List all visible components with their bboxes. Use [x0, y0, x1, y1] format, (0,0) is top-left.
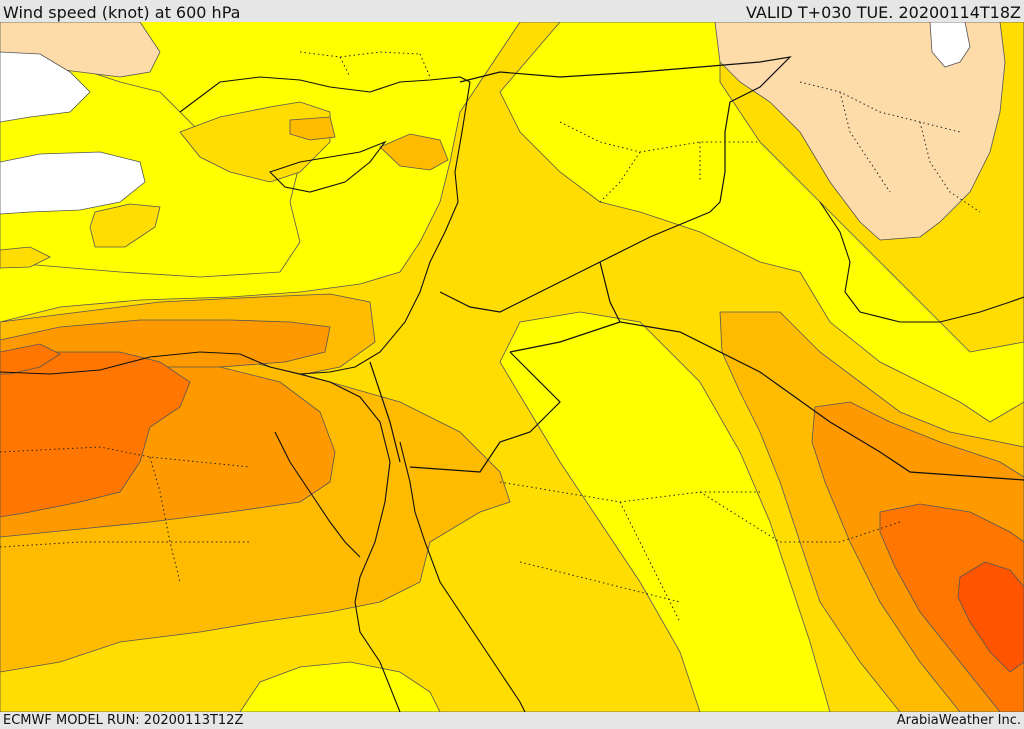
coast-persian-gulf: [819, 201, 1024, 323]
coast-gulf-suez: [274, 431, 361, 558]
border-syria-iraq: [459, 56, 792, 213]
band-peach-north-east: [714, 22, 1006, 241]
map-title: Wind speed (knot) at 600 hPa: [3, 3, 241, 22]
wind-speed-map: [0, 22, 1024, 712]
border-jordan-saudi: [439, 211, 711, 313]
band-yellow-south-tongue: [499, 311, 831, 712]
credit-text: ArabiaWeather Inc.: [896, 713, 1021, 728]
valid-time: VALID T+030 TUE. 20200114T18Z: [745, 3, 1021, 22]
admin-iran: [799, 81, 981, 213]
coast-red-sea-west: [299, 373, 401, 712]
band-dark-orange-arabia: [879, 503, 1024, 712]
band-gold-small-1: [89, 203, 161, 248]
band-amber-cyprus: [379, 133, 449, 171]
border-iraq-saudi: [599, 261, 1024, 481]
admin-iraq: [559, 121, 760, 203]
coast-levant: [299, 81, 471, 375]
border-saudi-jordan-west: [409, 321, 621, 473]
footer-bar: ECMWF MODEL RUN: 20200113T12Z ArabiaWeat…: [0, 712, 1024, 729]
header-bar: Wind speed (knot) at 600 hPa VALID T+030…: [0, 0, 1024, 22]
coast-red-sea-east: [399, 441, 526, 712]
band-gold-small-2: [0, 246, 51, 269]
admin-turkey: [299, 51, 431, 78]
band-yellow-sw: [239, 661, 441, 712]
band-white-med: [0, 151, 146, 215]
admin-egypt: [0, 446, 251, 583]
band-dark-orange-small: [0, 343, 61, 375]
band-dark-orange-libya: [0, 351, 191, 518]
coast-cyprus: [268, 140, 387, 193]
band-white-aegean: [0, 51, 91, 123]
model-run: ECMWF MODEL RUN: 20200113T12Z: [3, 713, 244, 728]
band-white-caspian: [929, 22, 971, 68]
band-amber-crete: [289, 116, 336, 141]
coast-north-africa: [0, 351, 301, 375]
admin-saudi: [499, 481, 901, 623]
border-egypt-israel: [369, 361, 401, 463]
band-red-orange-arabia: [957, 561, 1024, 673]
coast-turkey-south: [179, 76, 471, 113]
